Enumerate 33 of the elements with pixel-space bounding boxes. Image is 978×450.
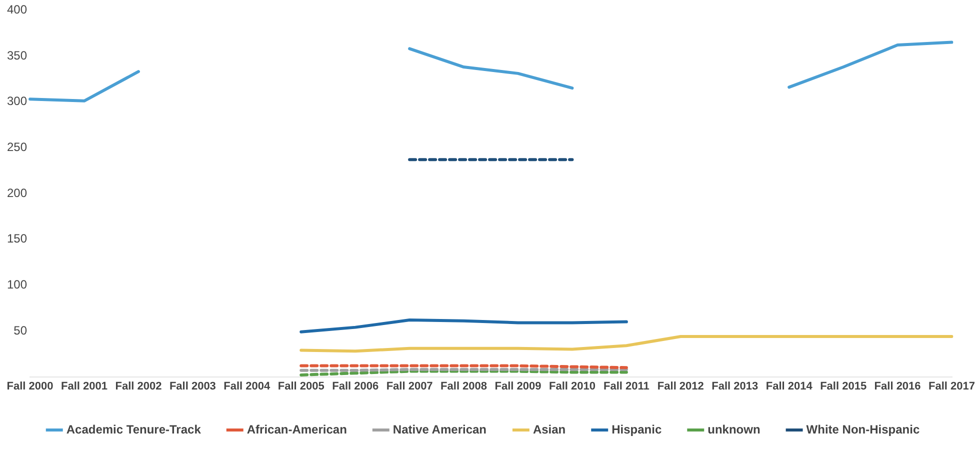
x-tick-label: Fall 2004 — [224, 380, 272, 392]
legend-label: African-American — [246, 422, 347, 436]
y-tick-label: 250 — [6, 140, 28, 154]
y-tick-label: 350 — [6, 48, 28, 62]
x-tick-label: Fall 2008 — [440, 380, 488, 392]
legend-label: unknown — [708, 422, 760, 436]
y-tick-label: 50 — [14, 323, 28, 338]
x-tick-label: Fall 2007 — [386, 380, 433, 392]
x-tick-label: Fall 2001 — [61, 380, 108, 392]
legend-label: Asian — [532, 422, 566, 436]
x-tick-label: Fall 2014 — [766, 380, 814, 392]
x-tick-label: Fall 2016 — [874, 380, 921, 392]
y-tick-label: 300 — [6, 94, 28, 108]
x-tick-label: Fall 2006 — [332, 380, 379, 392]
x-tick-label: Fall 2009 — [494, 380, 542, 392]
x-tick-label: Fall 2010 — [548, 380, 596, 392]
legend-label: Academic Tenure-Track — [66, 422, 202, 436]
x-tick-label: Fall 2012 — [657, 380, 704, 392]
x-tick-label: Fall 2005 — [278, 380, 324, 392]
x-tick-label: Fall 2017 — [928, 380, 976, 392]
y-tick-label: 400 — [6, 2, 28, 17]
x-tick-label: Fall 2015 — [820, 380, 867, 392]
y-tick-label: 100 — [6, 277, 28, 292]
legend-label: Native American — [392, 422, 487, 436]
x-tick-label: Fall 2000 — [6, 380, 54, 392]
x-tick-label: Fall 2002 — [115, 380, 162, 392]
legend-label: Hispanic — [612, 422, 662, 436]
x-tick-label: Fall 2003 — [169, 380, 216, 392]
y-tick-label: 200 — [6, 186, 28, 200]
y-tick-label: 150 — [6, 232, 28, 246]
x-tick-label: Fall 2013 — [712, 380, 758, 392]
x-tick-label: Fall 2011 — [604, 380, 650, 392]
legend-label: White Non-Hispanic — [806, 422, 920, 436]
